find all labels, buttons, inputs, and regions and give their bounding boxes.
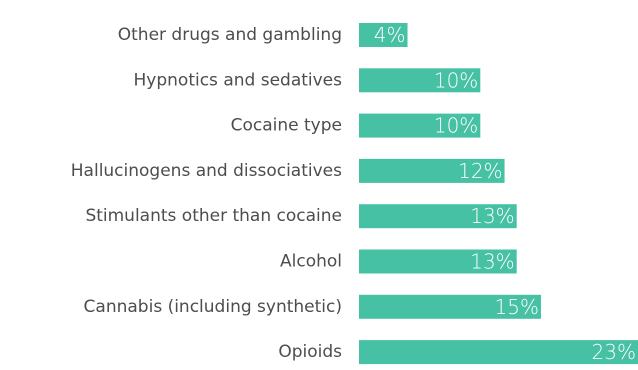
bar xyxy=(359,294,541,319)
value-label: 12% xyxy=(458,159,502,183)
value-label: 10% xyxy=(434,114,478,138)
bar xyxy=(359,158,505,183)
category-label: Stimulants other than cocaine xyxy=(85,206,342,226)
value-label: 15% xyxy=(495,295,539,319)
category-label: Cocaine type xyxy=(231,116,342,136)
category-label: Hypnotics and sedatives xyxy=(134,70,343,90)
bar xyxy=(359,23,408,47)
bar-row: Opioids 23% xyxy=(278,340,638,365)
bar xyxy=(359,68,481,93)
bar xyxy=(359,204,517,229)
bar-row: Other drugs and gambling 4% xyxy=(118,23,408,47)
value-label: 13% xyxy=(470,250,514,274)
bar-row: Hallucinogens and dissociatives 12% xyxy=(71,158,505,183)
value-label: 13% xyxy=(470,204,514,228)
bar-row: Alcohol 13% xyxy=(280,249,517,274)
bar xyxy=(359,249,517,274)
bar-row: Stimulants other than cocaine 13% xyxy=(85,204,517,229)
value-label: 10% xyxy=(434,68,478,92)
value-label: 4% xyxy=(374,23,406,47)
category-label: Other drugs and gambling xyxy=(118,25,342,45)
bar-row: Cannabis (including synthetic) 15% xyxy=(84,294,541,319)
category-label: Hallucinogens and dissociatives xyxy=(71,161,342,181)
value-label: 23% xyxy=(592,340,636,364)
bar-row: Cocaine type 10% xyxy=(231,113,481,138)
category-label: Cannabis (including synthetic) xyxy=(84,297,342,317)
bar xyxy=(359,113,481,138)
bar-row: Hypnotics and sedatives 10% xyxy=(134,68,481,93)
category-label: Alcohol xyxy=(280,252,342,272)
bar xyxy=(359,340,638,365)
category-label: Opioids xyxy=(278,342,342,362)
